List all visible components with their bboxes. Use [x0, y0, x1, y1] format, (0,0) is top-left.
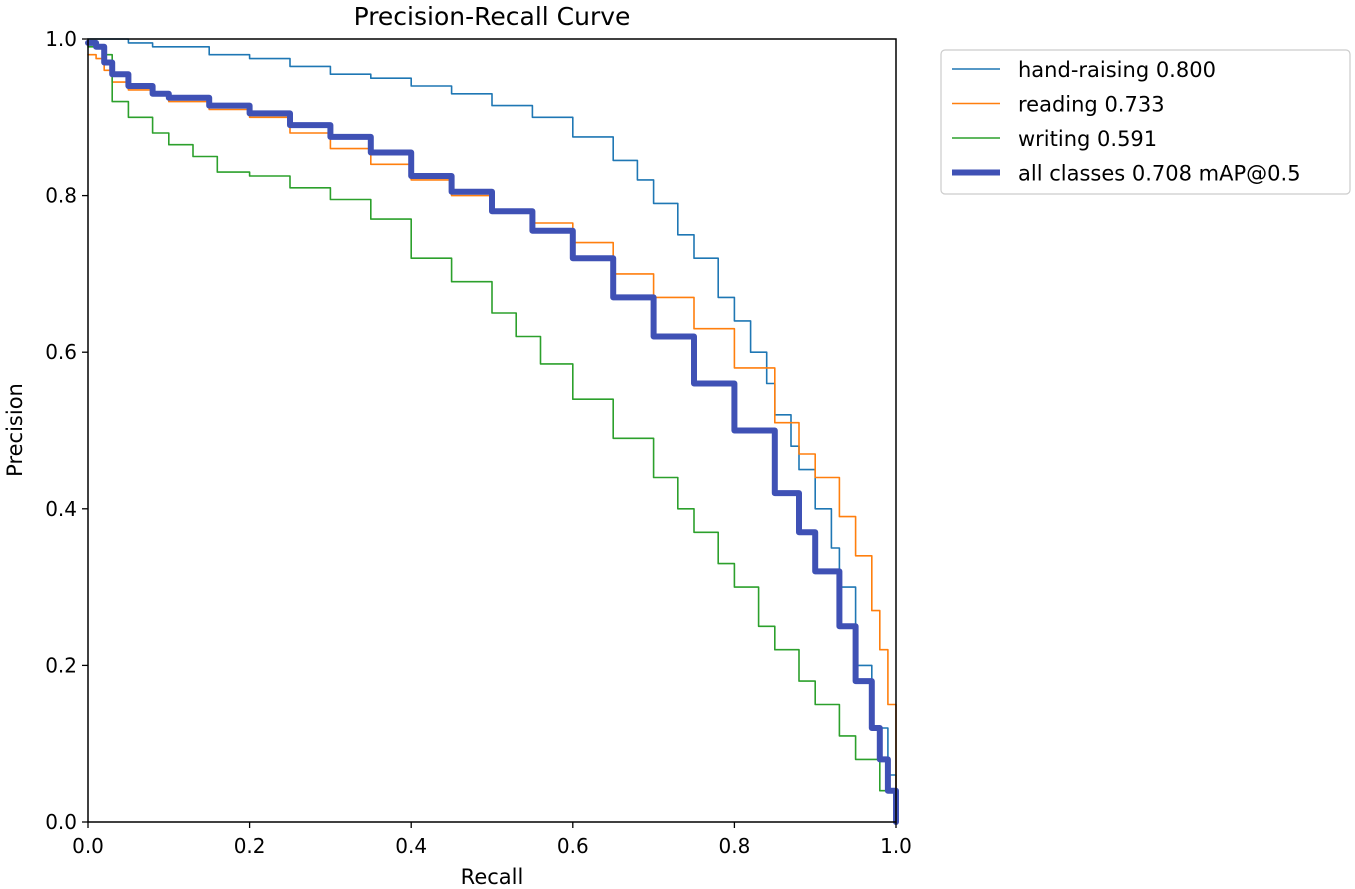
y-axis-label: Precision	[3, 383, 27, 477]
legend-label-3: all classes 0.708 mAP@0.5	[1018, 162, 1301, 186]
y-tick-label: 0.0	[45, 810, 77, 834]
y-tick-label: 1.0	[45, 27, 77, 51]
legend: hand-raising 0.800 reading 0.733 writing 0…	[940, 49, 1351, 195]
series-line-3	[85, 39, 899, 825]
x-tick-label: 1.0	[880, 834, 912, 858]
chart-title: Precision-Recall Curve	[354, 2, 631, 31]
x-tick-label: 0.0	[72, 834, 104, 858]
series-line-2	[87, 46, 897, 823]
x-axis-ticks: 0.0 0.2 0.4 0.6 0.8 1.0	[72, 822, 912, 858]
legend-items: hand-raising 0.800 reading 0.733 writing 0…	[952, 58, 1301, 186]
plot-area-frame	[87, 38, 897, 823]
x-tick-label: 0.8	[718, 834, 750, 858]
legend-label-0: hand-raising 0.800	[1018, 58, 1216, 82]
y-tick-label: 0.6	[45, 340, 77, 364]
x-axis-label: Recall	[461, 865, 524, 889]
legend-frame	[940, 49, 1351, 195]
y-tick-label: 0.2	[45, 653, 77, 677]
y-tick-label: 0.4	[45, 497, 77, 521]
y-axis-ticks: 0.0 0.2 0.4 0.6 0.8 1.0	[45, 27, 88, 834]
legend-label-2: writing 0.591	[1018, 127, 1157, 151]
legend-label-1: reading 0.733	[1018, 93, 1165, 117]
x-tick-label: 0.6	[557, 834, 589, 858]
x-tick-label: 0.2	[234, 834, 266, 858]
series-lines	[85, 38, 899, 825]
y-tick-label: 0.8	[45, 184, 77, 208]
series-line-0	[87, 38, 897, 823]
x-tick-label: 0.4	[395, 834, 427, 858]
